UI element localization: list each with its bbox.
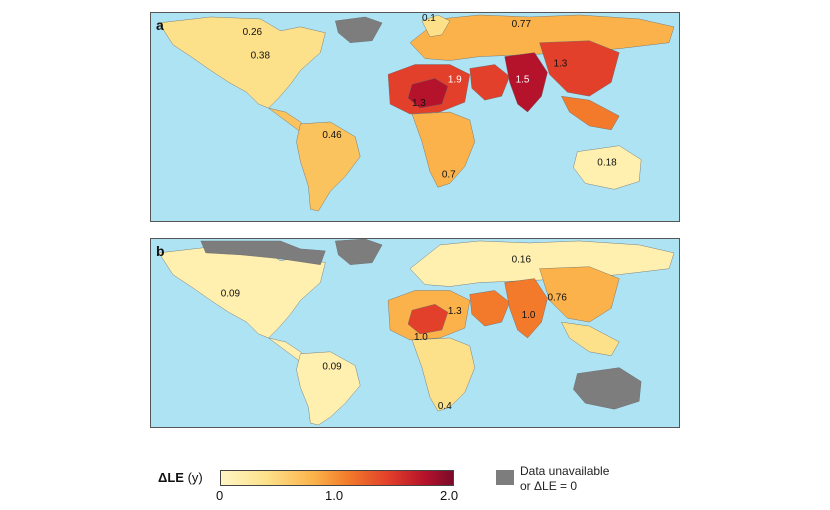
southeast-asia	[561, 95, 620, 131]
value-label: 0.38	[251, 51, 271, 62]
value-label: 0.16	[512, 255, 532, 266]
value-label: 1.0	[414, 332, 428, 343]
south-asia	[504, 278, 548, 339]
scale-tick-0: 0	[216, 488, 224, 503]
value-label: 1.3	[412, 98, 426, 109]
value-label: 1.5	[516, 74, 530, 85]
legend-title: ΔLE (y)	[158, 470, 203, 485]
australia	[573, 367, 642, 410]
east-asia	[539, 40, 620, 97]
value-label: 1.0	[522, 310, 536, 321]
color-scale-bar	[220, 470, 454, 486]
value-label: 0.7	[442, 169, 456, 180]
south-america	[296, 351, 361, 426]
value-label: 0.26	[243, 27, 263, 38]
unavailable-swatch	[496, 470, 514, 485]
canada-arctic	[200, 240, 326, 265]
value-label: 1.9	[448, 74, 462, 85]
southern-africa	[411, 337, 475, 412]
world-map-b: 0.16 0.09 1.3 0.76 1.0 1.0 0.09 0.4	[158, 239, 675, 426]
legend-unit: (y)	[187, 470, 203, 485]
legend-symbol: ΔLE	[158, 470, 184, 485]
value-label: 0.1	[422, 13, 436, 24]
southeast-asia	[561, 321, 620, 356]
middle-east	[469, 290, 510, 327]
middle-east	[469, 64, 510, 101]
map-panel-b: b 0.16 0.09 1.3 0.76 1.0 1.0 0.09 0.4	[150, 238, 680, 428]
scale-tick-1: 1.0	[325, 488, 344, 503]
sahel-hotspot	[407, 78, 449, 109]
value-label: 0.46	[322, 130, 342, 141]
greenland	[335, 239, 383, 265]
value-label: 0.77	[512, 19, 532, 30]
australia	[573, 145, 642, 190]
map-panel-a: a 0.26 0.1 0.77 0.38 1.9 1.5 1.3 1.3	[150, 12, 680, 222]
eurasia-north	[409, 240, 675, 287]
south-asia	[504, 52, 548, 113]
world-map-a: 0.26 0.1 0.77 0.38 1.9 1.5 1.3 1.3 0.46 …	[158, 13, 675, 212]
value-label: 0.09	[221, 288, 241, 299]
east-asia	[539, 266, 620, 323]
value-label: 0.18	[597, 158, 617, 169]
unavailable-line-2: or ΔLE = 0	[520, 479, 578, 493]
unavailable-legend-text: Data unavailable or ΔLE = 0	[520, 464, 609, 494]
value-label: 1.3	[448, 306, 462, 317]
eurasia-north	[409, 14, 675, 61]
south-america	[296, 121, 361, 212]
north-america	[158, 246, 326, 339]
sahel-hotspot	[407, 304, 449, 335]
scandinavia	[421, 14, 451, 37]
north-america	[158, 16, 326, 109]
greenland	[335, 16, 383, 43]
scale-tick-2: 2.0	[440, 488, 459, 503]
value-label: 0.76	[547, 292, 567, 303]
value-label: 1.3	[553, 59, 567, 70]
unavailable-line-1: Data unavailable	[520, 464, 610, 478]
panel-label-a: a	[156, 17, 164, 33]
southern-africa	[411, 111, 475, 188]
value-label: 0.09	[322, 362, 342, 373]
panel-label-b: b	[156, 243, 165, 259]
value-label: 0.4	[438, 401, 452, 412]
